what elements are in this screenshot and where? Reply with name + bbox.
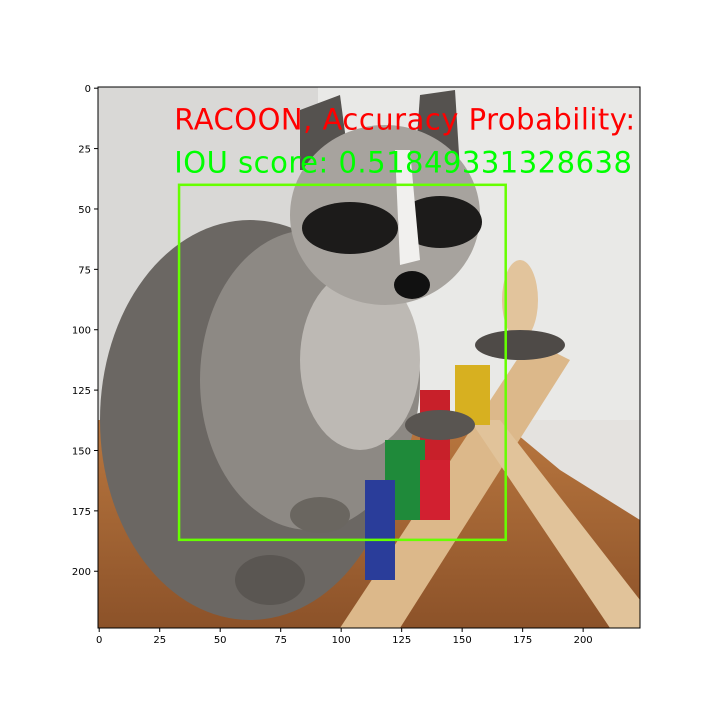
x-tick-label: 175 [513, 635, 532, 646]
x-tick-label: 50 [214, 635, 227, 646]
bounding-box [177, 183, 507, 542]
overlay: RACOON, Accuracy Probability: IOU score: … [174, 102, 635, 542]
x-tick-label: 150 [453, 635, 472, 646]
x-tick-label: 0 [96, 635, 102, 646]
y-tick-label: 150 [72, 446, 91, 457]
x-tick-label: 125 [392, 635, 411, 646]
x-tick-label: 100 [332, 635, 351, 646]
y-tick-label: 125 [72, 386, 91, 397]
y-tick-label: 100 [72, 326, 91, 337]
annotation: RACOON, Accuracy Probability: [174, 102, 635, 136]
axes-frame [97, 86, 641, 629]
x-tick-label: 25 [153, 635, 166, 646]
y-tick-label: 75 [78, 265, 91, 276]
x-tick-label: 200 [574, 635, 593, 646]
annotation: IOU score: 0.51849331328638 [174, 146, 632, 180]
y-tick-label: 0 [85, 84, 91, 95]
y-tick-label: 50 [78, 205, 91, 216]
y-tick-label: 175 [72, 507, 91, 518]
y-tick-label: 25 [78, 145, 91, 156]
photo [98, 87, 640, 628]
x-tick-label: 75 [274, 635, 287, 646]
y-tick-label: 200 [72, 567, 91, 578]
